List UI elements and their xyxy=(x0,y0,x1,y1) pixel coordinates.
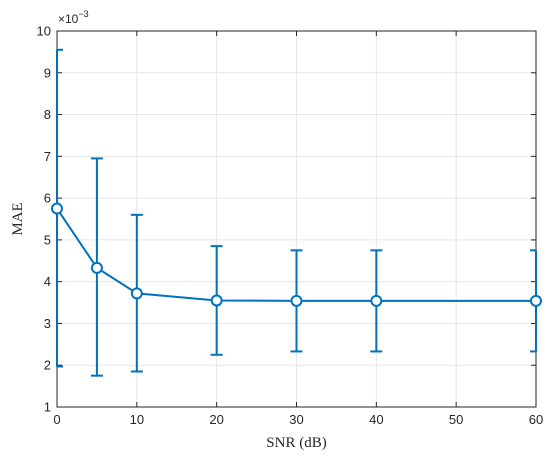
x-tick-label: 60 xyxy=(529,412,543,427)
y-tick-label: 9 xyxy=(44,65,51,80)
data-point xyxy=(210,294,223,307)
data-point xyxy=(130,287,143,300)
y-axis-label: MAE xyxy=(10,202,26,235)
y-scale-exponent: −3 xyxy=(78,9,88,19)
x-tick-label: 0 xyxy=(53,412,60,427)
y-tick-label: 5 xyxy=(44,232,51,247)
x-tick-label: 30 xyxy=(289,412,303,427)
y-tick-label: 7 xyxy=(44,149,51,164)
ticks: 0 10 20 30 40 50 60 1 2 3 4 5 6 7 8 9 10 xyxy=(37,24,544,428)
y-tick-label: 6 xyxy=(44,191,51,206)
y-tick-label: 2 xyxy=(44,358,51,373)
data-point xyxy=(290,294,303,307)
data-point xyxy=(530,294,542,307)
y-tick-label: 10 xyxy=(37,24,51,39)
y-tick-label: 8 xyxy=(44,107,51,122)
series xyxy=(51,202,542,307)
x-axis-label: SNR (dB) xyxy=(266,435,326,451)
x-tick-label: 10 xyxy=(130,412,144,427)
data-point xyxy=(90,261,103,274)
x-tick-label: 50 xyxy=(449,412,463,427)
y-scale-base: ×10 xyxy=(58,12,79,26)
y-tick-label: 4 xyxy=(44,274,51,289)
axis-labels: SNR (dB) MAE ×10−3 xyxy=(10,9,327,451)
y-tick-label: 3 xyxy=(44,316,51,331)
y-scale-factor: ×10−3 xyxy=(58,9,89,26)
x-tick-label: 40 xyxy=(369,412,383,427)
data-point xyxy=(51,202,63,215)
x-tick-label: 20 xyxy=(209,412,223,427)
data-point xyxy=(370,294,383,307)
y-tick-label: 1 xyxy=(44,400,51,415)
